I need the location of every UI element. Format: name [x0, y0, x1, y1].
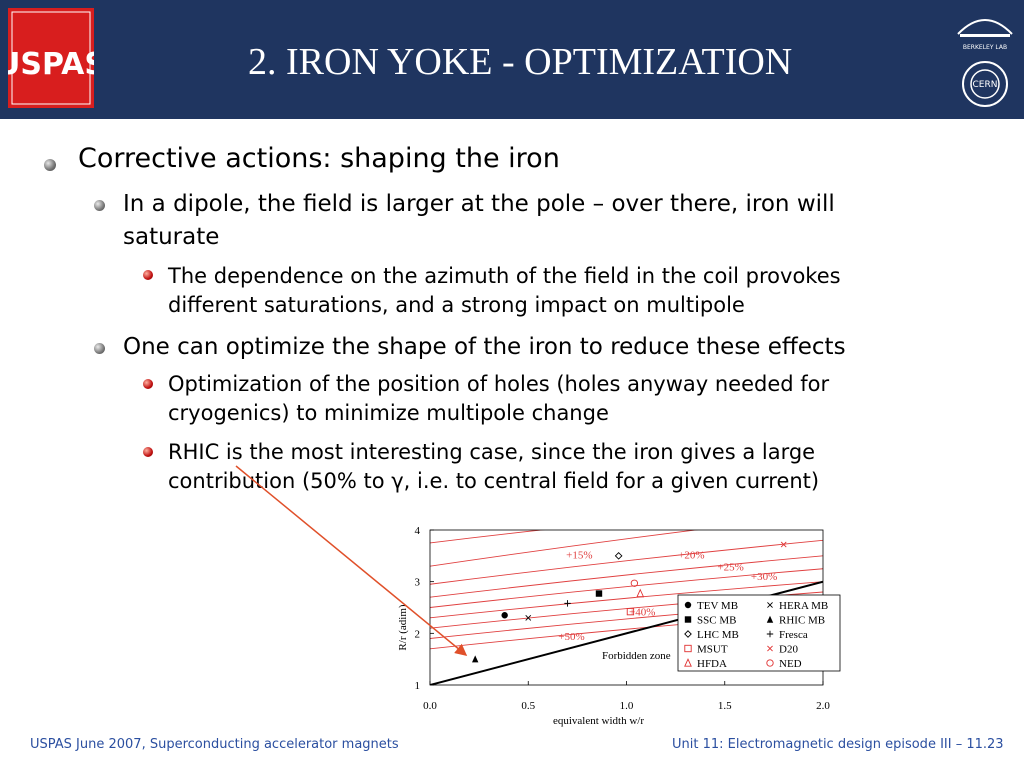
bullet-level2: In a dipole, the field is larger at the …: [123, 191, 835, 250]
saturation-curve: [430, 539, 823, 585]
legend-box: [677, 594, 841, 672]
x-tick-label: 0.0: [423, 700, 437, 712]
bullet-marker: [94, 200, 105, 211]
data-point-d20: [780, 541, 787, 548]
berkeley-lab-text: BERKELEY LAB: [963, 44, 1007, 51]
legend-entry: LHC MB: [697, 629, 739, 641]
uspas-logo-text: USPAS: [8, 47, 94, 82]
x-tick-label: 2.0: [816, 700, 830, 712]
cern-text: CERN: [973, 80, 998, 90]
bullet-marker: [94, 343, 105, 354]
saturation-curve: [430, 568, 823, 608]
bullet-marker: [143, 379, 153, 389]
footer-right: Unit 11: Electromagnetic design episode …: [672, 737, 1004, 752]
bullet-level2: One can optimize the shape of the iron t…: [123, 334, 846, 360]
bullet-marker: [143, 447, 153, 457]
bullet-level3: Optimization of the position of holes (h…: [168, 372, 830, 425]
berkeley-lab-logo: BERKELEY LAB: [957, 19, 1013, 51]
legend-marker: [684, 601, 692, 609]
data-point-ssc-mb: [595, 590, 603, 597]
y-tick-label: 4: [415, 525, 421, 537]
legend-entry: SSC MB: [697, 615, 736, 627]
data-point-rhic-mb: [471, 655, 479, 663]
data-point-fresca: [564, 600, 571, 607]
legend-entry: HFDA: [697, 658, 727, 670]
bullet-level1: Corrective actions: shaping the iron: [78, 143, 560, 174]
saturation-curve: [430, 530, 699, 567]
saturation-curve: [430, 581, 823, 619]
legend-marker: [766, 615, 774, 623]
legend-marker: [766, 630, 774, 638]
data-point-hera-mb: [525, 614, 532, 621]
bullet-marker: [143, 270, 153, 280]
y-tick-label: 2: [415, 628, 421, 640]
legend-marker: [767, 645, 773, 652]
page-title: 2. IRON YOKE - OPTIMIZATION: [248, 41, 793, 83]
lab-logos: BERKELEY LAB CERN: [957, 19, 1013, 107]
legend-entry: TEV MB: [697, 600, 738, 612]
legend-entry: HERA MB: [779, 600, 828, 612]
curve-label: +25%: [717, 561, 743, 573]
y-tick-label: 1: [415, 680, 421, 692]
data-point-tev-mb: [501, 612, 508, 619]
legend-marker: [767, 602, 773, 608]
bullet-level3: RHIC is the most interesting case, since…: [168, 440, 820, 493]
legend-entry: Fresca: [779, 629, 808, 641]
bullet-level3: The dependence on the azimuth of the fie…: [168, 264, 841, 317]
x-tick-label: 0.5: [521, 700, 535, 712]
footer-left: USPAS June 2007, Superconducting acceler…: [30, 737, 399, 752]
curve-label: +15%: [566, 549, 592, 561]
legend-marker: [684, 630, 692, 638]
data-point-ned: [630, 579, 639, 587]
data-point-msut: [626, 607, 635, 616]
curve-label: +30%: [751, 571, 777, 583]
bullet-list: Corrective actions: shaping the iron In …: [44, 143, 846, 493]
curve-label: +40%: [629, 606, 655, 618]
saturation-curve: [430, 530, 546, 544]
title-bar: USPAS 2. IRON YOKE - OPTIMIZATION BERKEL…: [0, 0, 1024, 119]
uspas-logo: USPAS: [8, 8, 94, 108]
bullet-marker: [44, 159, 56, 171]
legend-entry: RHIC MB: [779, 615, 825, 627]
x-tick-label: 1.5: [718, 700, 732, 712]
y-tick-label: 3: [415, 577, 421, 589]
curve-label: +50%: [558, 631, 584, 643]
saturation-curve: [430, 555, 823, 598]
y-axis-label: R/r (adim): [397, 604, 409, 650]
forbidden-zone-label: Forbidden zone: [602, 650, 671, 662]
saturation-chart: 0.0 0.5 1.0 1.5 2.0 1 2 3 4 equivalent width w/r R…: [397, 525, 841, 727]
cern-logo: CERN: [962, 61, 1008, 107]
legend-marker: [684, 644, 692, 653]
x-axis-label: equivalent width w/r: [553, 715, 644, 727]
legend-marker: [684, 658, 692, 667]
legend-marker: [684, 616, 692, 623]
curve-label: +20%: [678, 549, 704, 561]
data-point-hfda: [636, 588, 645, 598]
legend-entry: D20: [779, 644, 798, 656]
legend-entry: NED: [779, 658, 802, 670]
x-tick-label: 1.0: [620, 700, 634, 712]
legend-marker: [766, 659, 774, 667]
chart-legend: TEV MB HERA MB SSC MB RHIC MB LHC MB Fresca MS…: [677, 594, 841, 672]
data-point-lhc-mb: [614, 551, 623, 560]
legend-entry: MSUT: [697, 644, 728, 656]
